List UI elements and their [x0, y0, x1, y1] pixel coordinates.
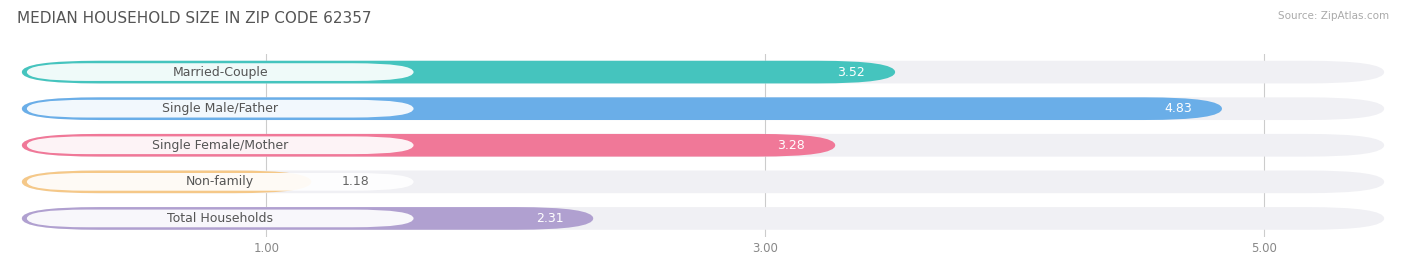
Text: 2.31: 2.31: [536, 212, 564, 225]
FancyBboxPatch shape: [22, 171, 311, 193]
FancyBboxPatch shape: [22, 61, 896, 83]
Text: 4.83: 4.83: [1164, 102, 1192, 115]
Text: Total Households: Total Households: [167, 212, 273, 225]
Text: Single Male/Father: Single Male/Father: [162, 102, 278, 115]
FancyBboxPatch shape: [22, 134, 1384, 157]
FancyBboxPatch shape: [27, 210, 413, 227]
FancyBboxPatch shape: [22, 171, 1384, 193]
FancyBboxPatch shape: [22, 97, 1222, 120]
Text: Non-family: Non-family: [186, 175, 254, 188]
FancyBboxPatch shape: [27, 100, 413, 118]
FancyBboxPatch shape: [27, 136, 413, 154]
Text: 3.28: 3.28: [778, 139, 806, 152]
FancyBboxPatch shape: [22, 207, 593, 230]
FancyBboxPatch shape: [27, 173, 413, 191]
Text: Married-Couple: Married-Couple: [173, 66, 269, 79]
FancyBboxPatch shape: [22, 97, 1384, 120]
FancyBboxPatch shape: [22, 134, 835, 157]
Text: Source: ZipAtlas.com: Source: ZipAtlas.com: [1278, 11, 1389, 21]
Text: 3.52: 3.52: [838, 66, 865, 79]
FancyBboxPatch shape: [27, 63, 413, 81]
Text: MEDIAN HOUSEHOLD SIZE IN ZIP CODE 62357: MEDIAN HOUSEHOLD SIZE IN ZIP CODE 62357: [17, 11, 371, 26]
Text: 1.18: 1.18: [342, 175, 368, 188]
FancyBboxPatch shape: [22, 61, 1384, 83]
FancyBboxPatch shape: [22, 207, 1384, 230]
Text: Single Female/Mother: Single Female/Mother: [152, 139, 288, 152]
